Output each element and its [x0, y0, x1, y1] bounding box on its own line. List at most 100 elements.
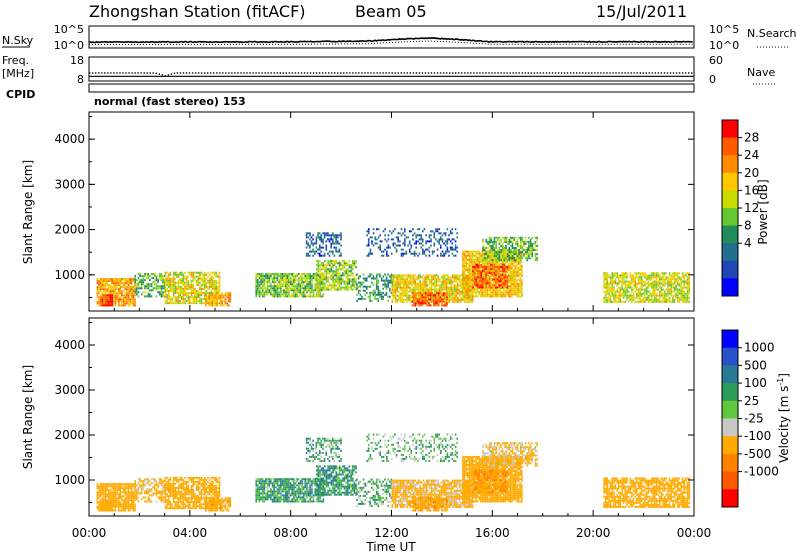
power-cell — [386, 254, 388, 257]
power-cell — [468, 295, 471, 298]
power-cell — [680, 286, 682, 289]
power-cell — [219, 298, 222, 301]
power-cell — [369, 295, 371, 298]
power-cell — [177, 287, 180, 290]
power-cell — [369, 285, 371, 288]
power-cell — [318, 232, 321, 235]
power-cell — [302, 287, 305, 290]
power-cell — [314, 279, 316, 282]
power-cell — [506, 242, 509, 245]
power-cell — [194, 292, 196, 294]
power-cell — [335, 266, 338, 269]
freq-dot — [216, 72, 218, 74]
power-cell — [432, 288, 435, 291]
power-cell — [176, 275, 178, 278]
power-cell — [320, 274, 323, 277]
power-cell — [309, 234, 311, 237]
power-cell — [634, 276, 636, 279]
power-cell — [437, 300, 440, 303]
power-cell — [406, 282, 408, 285]
power-cell — [422, 240, 424, 243]
power-cell — [660, 292, 663, 295]
power-cell — [208, 298, 211, 301]
power-cell — [301, 283, 303, 286]
power-cell — [492, 253, 494, 256]
power-cell — [519, 266, 521, 269]
power-cell — [501, 245, 504, 247]
power-cell — [409, 276, 412, 279]
power-cell — [510, 251, 512, 254]
power-cell — [332, 280, 334, 283]
power-cell — [337, 268, 339, 271]
power-cell — [402, 232, 404, 235]
power-cell — [430, 230, 432, 233]
power-cell — [177, 273, 180, 276]
power-cell — [205, 292, 208, 294]
power-cell — [134, 294, 136, 297]
power-cell — [416, 278, 418, 281]
power-cell — [327, 238, 329, 241]
power-cell — [468, 264, 471, 267]
freq-dot — [243, 72, 245, 74]
power-cell — [470, 298, 472, 301]
power-cell — [340, 234, 342, 237]
power-cell — [454, 248, 457, 251]
power-cell — [106, 304, 109, 307]
power-cell — [333, 270, 336, 273]
power-cell — [174, 273, 177, 276]
power-cell — [407, 286, 410, 289]
power-cell — [647, 298, 650, 301]
power-cell — [453, 254, 455, 257]
power-cell — [104, 292, 107, 295]
power-cell — [415, 240, 417, 243]
power-cell — [124, 304, 126, 307]
power-cell — [534, 253, 537, 256]
power-cell — [503, 236, 506, 239]
power-cell — [199, 294, 201, 296]
power-cell — [255, 289, 257, 292]
power-cell — [647, 276, 650, 279]
power-cell — [613, 296, 615, 299]
power-cell — [519, 291, 521, 294]
power-cell — [501, 242, 504, 245]
power-cell — [603, 274, 605, 277]
freq-dot — [300, 72, 303, 74]
power-cell — [355, 274, 357, 277]
power-cell — [452, 294, 454, 297]
power-cell — [514, 279, 517, 282]
power-cell — [340, 282, 343, 285]
freq-dot — [430, 72, 433, 74]
power-cell — [101, 278, 104, 280]
power-cell — [294, 287, 297, 290]
power-cell — [335, 262, 338, 265]
power-cell — [435, 280, 438, 283]
power-cell — [659, 296, 661, 299]
power-cell — [673, 278, 676, 281]
power-cell — [636, 288, 638, 291]
power-cell — [428, 246, 431, 249]
power-cell — [395, 236, 398, 239]
power-cell — [401, 292, 403, 295]
power-cell — [417, 282, 420, 285]
power-cell — [433, 234, 436, 237]
power-cell — [430, 286, 433, 289]
power-cell — [488, 275, 490, 277]
power-cell — [511, 236, 514, 239]
power-cell — [322, 295, 325, 298]
power-cell — [422, 294, 425, 297]
power-cell — [98, 300, 100, 303]
power-cell — [399, 232, 401, 235]
power-cell — [516, 281, 518, 284]
power-cell — [490, 266, 492, 268]
power-cell — [322, 278, 324, 281]
power-cell — [462, 298, 464, 301]
power-cell — [374, 242, 377, 245]
power-cell — [608, 292, 610, 295]
power-cell — [441, 240, 444, 243]
power-cell — [618, 278, 620, 281]
power-cell — [396, 274, 398, 277]
power-cell — [342, 280, 344, 283]
power-cell — [468, 254, 471, 257]
power-cell — [317, 262, 320, 265]
power-cell — [390, 275, 393, 278]
